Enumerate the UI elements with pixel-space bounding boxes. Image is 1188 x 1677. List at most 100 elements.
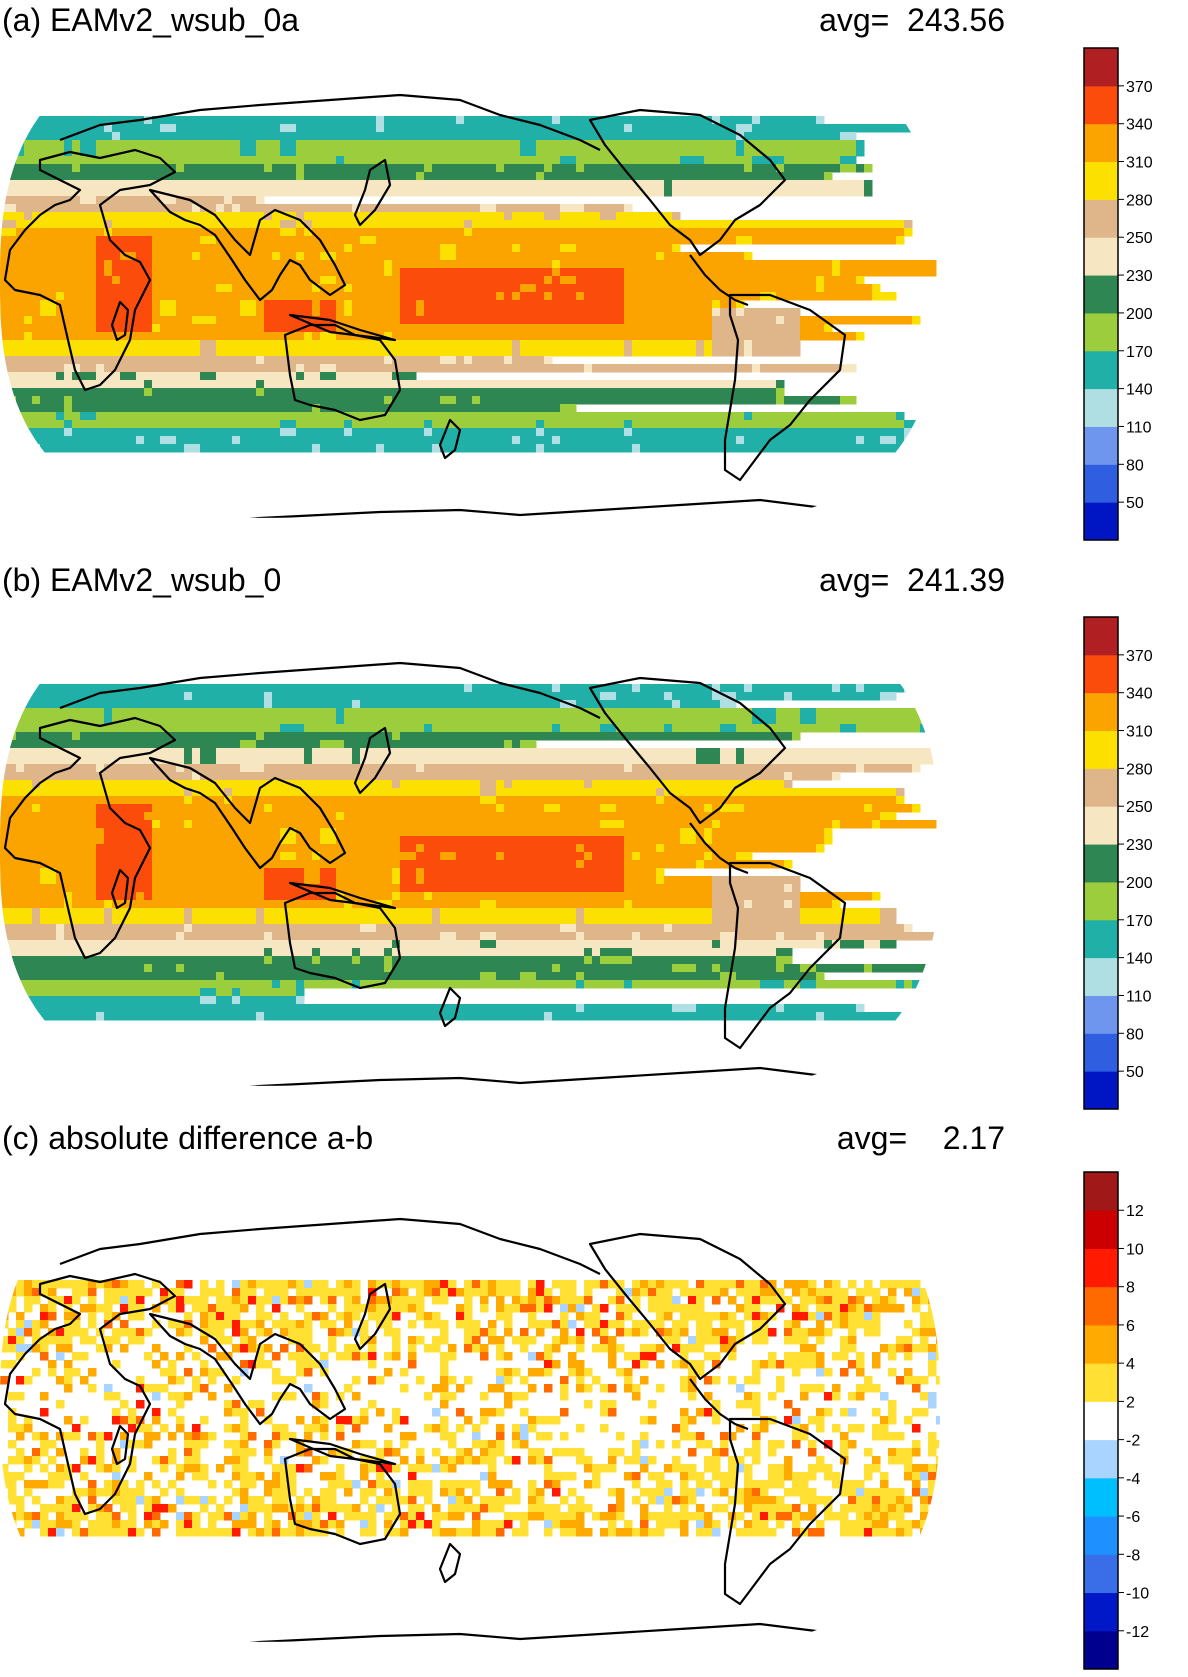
field-cell [560, 204, 585, 213]
field-cell [152, 964, 177, 973]
field-cell [112, 1360, 121, 1369]
field-cell [696, 1004, 777, 1013]
field-cell [800, 1432, 809, 1441]
field-cell [640, 1464, 649, 1473]
field-cell [760, 1416, 769, 1425]
field-cell [744, 1496, 753, 1505]
field-cell [344, 1448, 353, 1457]
field-cell [672, 1456, 681, 1465]
field-cell [56, 1472, 65, 1481]
field-cell [312, 1504, 321, 1513]
field-cell [864, 180, 873, 189]
field-cell [752, 1424, 761, 1433]
field-cell [672, 1336, 681, 1345]
field-cell [920, 1504, 929, 1513]
field-cell [552, 1336, 561, 1345]
field-cell [592, 1304, 601, 1313]
field-cell [296, 852, 313, 861]
field-cell [24, 1456, 33, 1465]
field-cell [856, 276, 865, 285]
field-cell [152, 260, 385, 269]
field-cell [264, 1296, 273, 1305]
field-cell [632, 348, 697, 357]
field-cell [184, 1496, 193, 1505]
field-cell [216, 1336, 225, 1345]
field-cell [56, 1464, 65, 1473]
field-cell [880, 812, 897, 821]
field-cell [600, 1344, 609, 1353]
field-cell [696, 1328, 705, 1337]
field-cell [560, 684, 633, 693]
field-cell [792, 1504, 801, 1513]
field-cell [576, 1384, 585, 1393]
field-cell [712, 908, 801, 917]
field-cell [728, 1496, 737, 1505]
field-cell [688, 1432, 697, 1441]
field-cell [80, 1376, 89, 1385]
field-cell [928, 1432, 937, 1441]
field-cell [128, 1520, 137, 1529]
field-cell [248, 1432, 257, 1441]
field-cell [704, 156, 753, 165]
field-cell [864, 1528, 873, 1537]
field-cell [176, 1512, 185, 1521]
field-cell [248, 1496, 257, 1505]
field-cell [0, 1496, 9, 1505]
field-cell [880, 1504, 889, 1513]
field-cell [184, 788, 193, 797]
field-cell [656, 796, 665, 805]
field-cell [152, 300, 161, 309]
field-cell [656, 1328, 665, 1337]
field-cell [568, 1448, 577, 1457]
field-cell [616, 212, 673, 221]
field-cell [16, 1392, 25, 1401]
panel-a: (a) EAMv2_wsub_0a avg= 243.56 50 80 110 140… [0, 0, 1188, 545]
field-cell [176, 164, 185, 173]
field-cell [56, 1352, 65, 1361]
field-cell [96, 316, 153, 325]
field-cell [96, 292, 153, 301]
field-cell [712, 1448, 721, 1457]
field-cell [584, 908, 713, 917]
coastline [588, 676, 787, 825]
field-cell [400, 316, 625, 325]
field-cell [0, 244, 97, 253]
field-cell [672, 244, 681, 253]
field-cell [40, 1336, 49, 1345]
field-cell [240, 1408, 249, 1417]
field-cell [280, 220, 297, 229]
field-cell [512, 1368, 521, 1377]
field-cell [736, 300, 745, 309]
field-cell [624, 300, 713, 309]
field-cell [8, 1528, 17, 1537]
field-cell [56, 1336, 65, 1345]
field-cell [600, 1408, 609, 1417]
field-cell [288, 1472, 297, 1481]
field-cell [768, 1328, 777, 1337]
field-cell [760, 1288, 769, 1297]
field-cell [400, 860, 577, 869]
field-cell [704, 1312, 713, 1321]
field-cell [192, 692, 265, 701]
field-cell [144, 1352, 153, 1361]
field-cell [136, 1328, 145, 1337]
field-cell [16, 1472, 25, 1481]
field-cell [104, 764, 177, 773]
field-cell [96, 1304, 105, 1313]
field-cell [864, 1384, 873, 1393]
field-cell [192, 908, 257, 917]
field-cell [504, 164, 545, 173]
field-cell [752, 1336, 761, 1345]
field-cell [680, 1304, 689, 1313]
field-cell [560, 1408, 569, 1417]
field-cell [928, 1320, 937, 1329]
field-cell [184, 1368, 193, 1377]
colorbar-label: 80 [1126, 1026, 1144, 1043]
field-cell [256, 1280, 265, 1289]
field-cell [0, 428, 65, 437]
colorbar-swatch [1084, 48, 1118, 87]
field-cell [56, 932, 65, 941]
field-cell [496, 1496, 505, 1505]
field-cell [664, 796, 897, 805]
field-cell [0, 828, 105, 837]
